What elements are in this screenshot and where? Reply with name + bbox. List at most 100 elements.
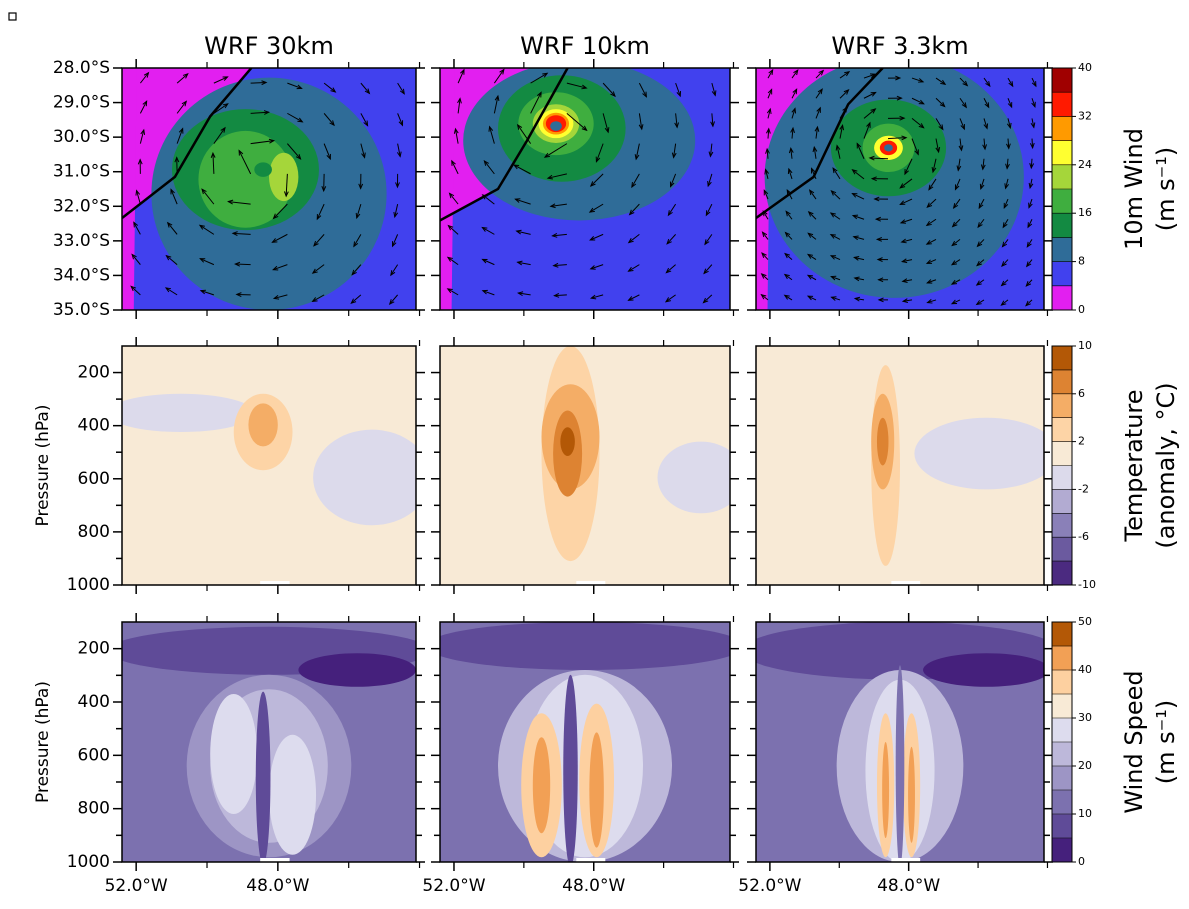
x-tick-label: 52.0°W [738,876,801,896]
y-tick-label: 31.0°S [53,162,110,182]
panel: 52.0°W 48.0°W [422,613,744,896]
y-tick-label: 600 [78,469,110,489]
field [742,622,1059,867]
colorbar-segment [1052,213,1072,238]
column-title: WRF 3.3km [831,32,968,60]
colorbar-segment [1052,718,1072,742]
contour-region [269,153,298,201]
colorbar-segment [1052,766,1072,790]
y-tick-label: 600 [78,745,110,765]
field [122,68,416,310]
column-title: WRF 30km [204,32,334,60]
colorbar-segment [1052,92,1072,117]
contour-region [560,427,575,456]
colorbar-tick-label: 0 [1078,303,1085,316]
colorbar-segment [1052,189,1072,214]
colorbar-segment [1052,68,1072,93]
colorbar-segment [1052,694,1072,718]
y-tick-label: 400 [78,692,110,712]
colorbar-tick-label: 6 [1078,387,1085,400]
colorbar-segment [1052,286,1072,311]
contour-region [563,675,578,867]
contour-region [298,653,416,687]
x-tick-label: 48.0°W [246,876,309,896]
colorbar-segment [1052,237,1072,262]
x-tick-label: 48.0°W [877,876,940,896]
colorbar-segment [1052,466,1072,490]
colorbar-title: 10m Wind [1120,128,1148,250]
contour-region [426,622,745,670]
contour-region [248,403,277,446]
contour-region [107,394,254,432]
contour-region [254,162,272,177]
colorbar-tick-label: 2 [1078,435,1085,448]
panel: 28.0°S29.0°S30.0°S31.0°S32.0°S33.0°S34.0… [53,32,425,320]
contour-region [256,692,271,865]
y-tick-label: 800 [78,799,110,819]
colorbar-segment [1052,418,1072,442]
x-tick-label: 52.0°W [105,876,168,896]
colorbar-tick-label: 32 [1078,109,1092,122]
y-tick-label: 28.0°S [53,58,110,78]
y-tick-label: 33.0°S [53,231,110,251]
wind-vector [251,82,267,83]
contour-region [550,121,562,131]
y-tick-label: 400 [78,416,110,436]
colorbar-segment [1052,116,1072,140]
contour-region [914,418,1058,490]
panel [747,337,1058,594]
panel: WRF 10km [431,32,739,319]
corner-box [9,13,16,20]
contour-region [313,430,431,526]
colorbar-title: Temperature [1120,389,1148,542]
wind-vector [235,264,250,265]
y-tick-label: 200 [78,639,110,659]
panel: WRF 3.3km [747,32,1053,319]
colorbar-tick-label: 8 [1078,255,1085,268]
field [440,61,730,310]
field [440,346,745,585]
y-axis-label: Pressure (hPa) [33,681,53,803]
contour-region [882,742,889,838]
colorbar-tick-label: 40 [1078,61,1092,74]
y-tick-label: 1000 [67,852,110,872]
colorbar-segment [1052,790,1072,814]
colorbar-segment [1052,646,1072,670]
contour-region [896,665,905,867]
colorbar-tick-label: -6 [1078,530,1089,543]
colorbar-tick-label: 0 [1078,855,1085,868]
colorbar-segment [1052,742,1072,766]
colorbar-tick-label: 10 [1078,339,1092,352]
colorbar-segment [1052,165,1072,190]
colorbar-segment [1052,442,1072,466]
colorbar-segment [1052,513,1072,537]
contour-region [589,732,604,847]
field [107,346,430,585]
y-tick-label: 32.0°S [53,196,110,216]
colorbar-segment [1052,537,1072,561]
contour-region [923,653,1050,687]
field [756,56,1044,310]
contour-region [908,747,915,843]
field [756,346,1058,585]
field [107,622,430,864]
contour-region [269,735,316,855]
y-axis-label: Pressure (hPa) [33,405,53,527]
colorbar-segment [1052,838,1072,862]
y-tick-label: 30.0°S [53,127,110,147]
y-tick-label: 35.0°S [53,300,110,320]
contour-region [877,418,889,466]
column-title: WRF 10km [520,32,650,60]
colorbar-segment [1052,561,1072,585]
colorbar-tick-label: 30 [1078,711,1092,724]
colorbar-tick-label: -2 [1078,482,1089,495]
x-tick-label: 48.0°W [562,876,625,896]
colorbar-segment [1052,814,1072,838]
panel: 52.0°W 48.0°W [738,613,1058,896]
x-tick-label: 52.0°W [422,876,485,896]
colorbar-segment [1052,370,1072,394]
colorbar-tick-label: 10 [1078,807,1092,820]
colorbar-segment [1052,489,1072,513]
field [426,622,745,867]
